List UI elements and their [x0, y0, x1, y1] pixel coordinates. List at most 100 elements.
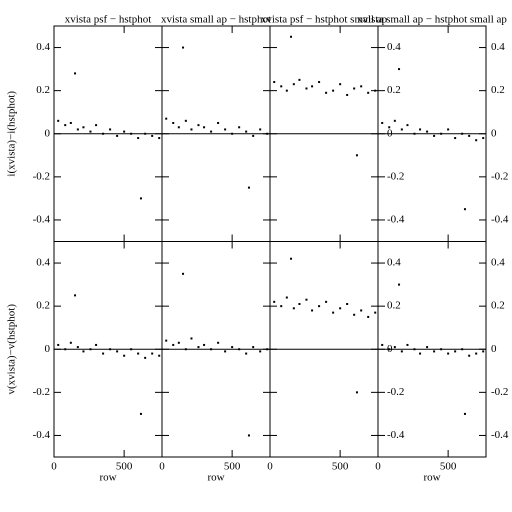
data-point: [454, 137, 457, 140]
data-point: [285, 89, 288, 92]
data-point: [475, 352, 478, 355]
data-point: [367, 315, 370, 318]
data-point: [426, 130, 429, 133]
data-point: [393, 119, 396, 122]
data-point: [259, 350, 262, 353]
y-tick-label: 0.4: [387, 41, 401, 53]
y-tick-label: 0: [491, 343, 497, 355]
data-point: [285, 296, 288, 299]
data-point: [247, 186, 250, 189]
y-tick-label: 0: [387, 127, 393, 139]
data-point: [224, 128, 227, 131]
data-point: [184, 348, 187, 351]
y-tick-label: 0.4: [36, 41, 50, 53]
data-point: [190, 128, 193, 131]
data-point: [217, 121, 220, 124]
data-point: [139, 197, 142, 200]
data-point: [360, 309, 363, 312]
data-point: [482, 137, 485, 140]
data-point: [400, 350, 403, 353]
data-point: [69, 121, 72, 124]
data-point: [144, 132, 147, 135]
x-tick-label: 500: [332, 461, 349, 473]
y-tick-label: 0.4: [491, 41, 505, 53]
x-tick-label: 0: [267, 461, 273, 473]
data-point: [231, 346, 234, 349]
data-point: [482, 350, 485, 353]
data-point: [116, 350, 119, 353]
data-point: [123, 354, 126, 357]
y-tick-label: -0.4: [33, 429, 51, 441]
y-tick-label: 0.4: [36, 257, 50, 269]
y-tick-label: -0.2: [387, 386, 404, 398]
data-point: [433, 350, 436, 353]
data-point: [177, 341, 180, 344]
data-point: [353, 87, 356, 90]
y-tick-label: 0: [45, 343, 51, 355]
y-axis-label: i(xvista)−i(hstphot): [6, 91, 18, 177]
data-point: [76, 128, 79, 131]
data-point: [266, 348, 269, 351]
data-point: [440, 132, 443, 135]
data-point: [468, 354, 471, 357]
data-point: [130, 348, 133, 351]
data-point: [388, 348, 391, 351]
y-tick-label: 0.2: [36, 300, 50, 312]
data-point: [266, 132, 269, 135]
data-point: [74, 72, 77, 75]
data-point: [165, 339, 168, 342]
data-point: [406, 124, 409, 127]
data-point: [69, 341, 72, 344]
data-point: [355, 154, 358, 157]
data-point: [139, 412, 142, 415]
data-point: [273, 300, 276, 303]
data-point: [151, 134, 154, 137]
data-point: [339, 307, 342, 310]
y-tick-label: 0.2: [387, 84, 401, 96]
x-tick-label: 500: [224, 461, 241, 473]
y-tick-label: -0.4: [387, 213, 405, 225]
panel-title: xvista psf − hstphot: [65, 14, 152, 26]
x-axis-label: row: [423, 472, 440, 484]
data-point: [374, 89, 377, 92]
data-point: [367, 91, 370, 94]
y-tick-label: -0.4: [387, 429, 405, 441]
data-point: [339, 83, 342, 86]
data-point: [311, 85, 314, 88]
data-point: [447, 352, 450, 355]
data-point: [346, 93, 349, 96]
data-point: [217, 341, 220, 344]
data-point: [413, 348, 416, 351]
data-point: [57, 343, 60, 346]
data-point: [64, 348, 67, 351]
data-point: [95, 124, 98, 127]
data-point: [360, 85, 363, 88]
data-point: [433, 134, 436, 137]
data-point: [95, 343, 98, 346]
data-point: [203, 343, 206, 346]
data-point: [172, 343, 175, 346]
data-point: [355, 391, 358, 394]
data-point: [290, 35, 293, 38]
data-point: [280, 85, 283, 88]
data-point: [130, 132, 133, 135]
data-point: [318, 81, 321, 84]
data-point: [259, 128, 262, 131]
data-point: [247, 434, 250, 437]
y-axis-label: v(xvista)−v(hstphot): [6, 304, 18, 395]
y-tick-label: 0.4: [387, 257, 401, 269]
data-point: [381, 121, 384, 124]
data-point: [461, 348, 464, 351]
x-tick-label: 0: [375, 461, 381, 473]
y-tick-label: 0.2: [491, 84, 505, 96]
data-point: [393, 346, 396, 349]
data-point: [238, 348, 241, 351]
data-point: [292, 83, 295, 86]
data-point: [305, 87, 308, 90]
data-point: [311, 309, 314, 312]
data-point: [280, 305, 283, 308]
data-point: [182, 46, 185, 49]
data-point: [374, 311, 377, 314]
data-point: [273, 81, 276, 84]
